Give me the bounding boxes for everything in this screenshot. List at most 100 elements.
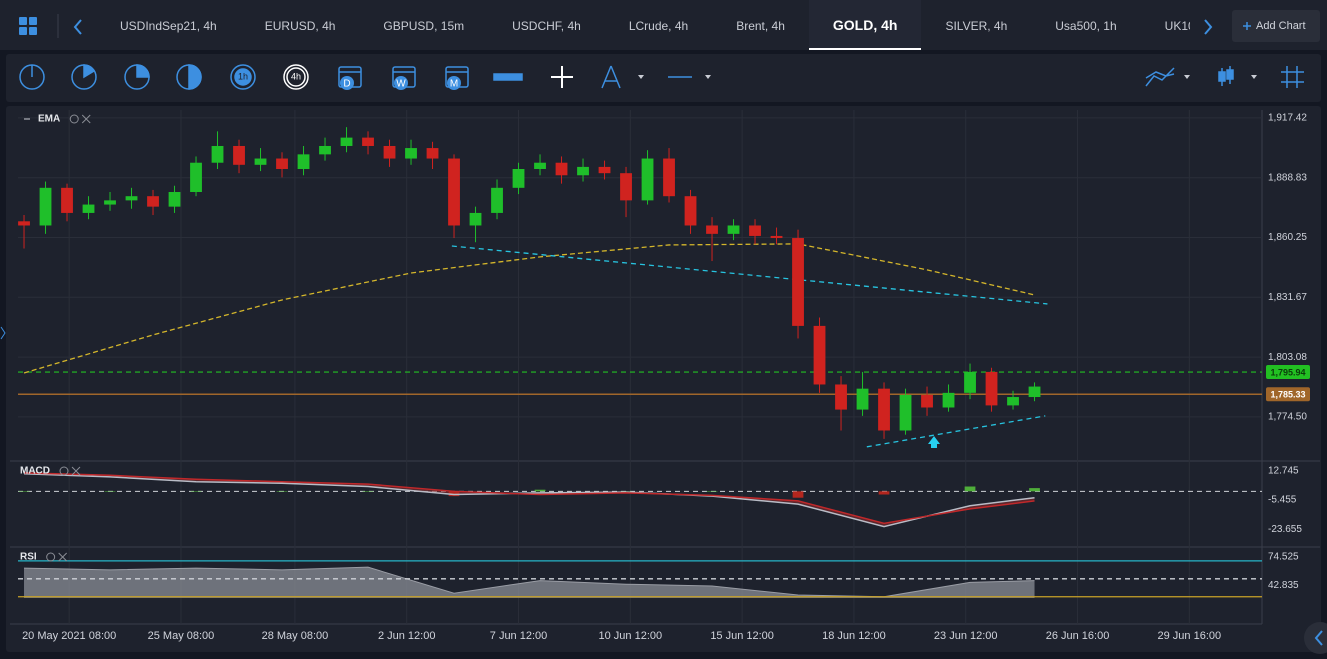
candle-style[interactable] [1218, 66, 1234, 86]
price-tag-label: 1,785.33 [1270, 390, 1305, 400]
chart-tab[interactable]: USDIndSep21, 4h [120, 19, 217, 33]
price-axis [1262, 110, 1321, 650]
candle-body [1007, 397, 1019, 406]
candle-body [18, 221, 30, 226]
chart-tab[interactable]: GOLD, 4h [808, 0, 922, 50]
chart-tab[interactable]: EURUSD, 4h [264, 19, 336, 33]
tf-1h[interactable] [230, 64, 256, 90]
caret[interactable] [1251, 75, 1257, 79]
candle-body [211, 145, 224, 163]
grid-menu-icon[interactable] [19, 17, 37, 35]
candle-body [899, 394, 912, 431]
candle-body [340, 137, 353, 146]
close-icon[interactable] [58, 552, 68, 562]
x-tick-label: 23 Jun 12:00 [934, 630, 998, 642]
histogram-bar [18, 491, 30, 492]
y-tick-label: -5.455 [1268, 495, 1297, 506]
settings-icon[interactable] [59, 466, 69, 476]
candle-body [598, 166, 611, 174]
tf-4h[interactable] [283, 64, 309, 90]
plus-icon [1243, 22, 1251, 30]
candle-body [620, 173, 632, 201]
scroll-right-box [1204, 19, 1213, 35]
y-tick-label: 12.745 [1268, 466, 1299, 477]
indicator-label: RSI [20, 552, 37, 563]
caret[interactable] [1184, 75, 1190, 79]
y-tick-label: 1,774.50 [1268, 412, 1307, 423]
collapse-icon [1314, 630, 1323, 646]
x-tick-label: 26 Jun 16:00 [1046, 630, 1110, 642]
add-chart-button[interactable]: Add Chart [1232, 10, 1320, 42]
histogram-bar [964, 486, 976, 492]
chart-tab[interactable]: SILVER, 4h [945, 19, 1008, 33]
grid-toggle[interactable] [1281, 66, 1304, 88]
y-tick-label: 1,888.83 [1268, 172, 1307, 183]
tf-5m[interactable] [71, 64, 97, 90]
candle-body [706, 225, 718, 234]
tf-30m[interactable] [176, 64, 202, 90]
candle-body [792, 238, 804, 326]
chart-tab[interactable]: Usa500, 1h [1055, 19, 1117, 33]
caret[interactable] [638, 75, 644, 79]
price-tag [1266, 387, 1310, 402]
trend-line [866, 415, 1046, 448]
y-tick-label: 1,917.42 [1268, 113, 1307, 124]
tf-label: 4h [291, 71, 301, 81]
y-tick-label: 1,803.08 [1268, 352, 1307, 363]
candle-body [835, 384, 847, 410]
candle-body [426, 148, 439, 159]
x-tick-label: 29 Jun 16:00 [1158, 630, 1222, 642]
chart-tab[interactable]: Brent, 4h [736, 19, 785, 33]
chart-type[interactable] [493, 73, 523, 81]
chart-tab[interactable]: GBPUSD, 15m [383, 19, 465, 33]
chart-tab[interactable]: USDCHF, 4h [512, 19, 581, 33]
candle-body [469, 212, 482, 226]
tf-15m[interactable] [124, 64, 150, 90]
candle-body [61, 187, 73, 213]
candle-body [684, 196, 697, 226]
candle-body [577, 166, 589, 176]
candle-body [641, 158, 654, 201]
crosshair[interactable] [551, 66, 573, 88]
candle-body [1028, 386, 1041, 398]
tab-list: USDIndSep21, 4h EURUSD, 4h GBPUSD, 15m USDC… [96, 0, 1190, 50]
cal-label: W [396, 79, 406, 90]
candle-body [942, 392, 955, 408]
close-icon[interactable] [71, 466, 81, 476]
tf-1m[interactable] [19, 64, 45, 90]
candle-body [727, 225, 740, 234]
histogram-bar [448, 491, 460, 497]
candle-body [168, 192, 181, 207]
settings-icon[interactable] [69, 114, 79, 124]
ema-line [23, 243, 1035, 374]
x-tick-label: 20 May 2021 08:00 [22, 630, 116, 642]
cal-badge [340, 76, 354, 90]
settings-icon[interactable] [46, 552, 56, 562]
side-handle[interactable] [0, 326, 6, 340]
toolbar-icons: 1h 4h D W M [19, 64, 1304, 90]
candle-body [534, 162, 546, 169]
histogram-bar [878, 491, 890, 495]
scroll-left[interactable] [73, 19, 82, 35]
candle-body [82, 204, 95, 213]
indicators[interactable] [1145, 67, 1175, 87]
caret[interactable] [705, 75, 711, 79]
scroll-right[interactable] [1204, 19, 1213, 35]
candle-body [663, 158, 675, 197]
x-tick-label: 28 May 08:00 [262, 630, 329, 642]
candle-body [319, 145, 331, 155]
indicator-label: MACD [20, 466, 50, 477]
close-icon[interactable] [81, 114, 91, 124]
price-tag [1266, 365, 1310, 380]
candle-body [383, 145, 396, 159]
x-tick-label: 2 Jun 12:00 [378, 630, 436, 642]
x-tick-label: 25 May 08:00 [148, 630, 215, 642]
histogram-bar [706, 491, 718, 492]
drawing-tools[interactable] [601, 65, 621, 89]
chart-tab[interactable]: LCrude, 4h [628, 19, 689, 33]
candle-body [276, 158, 288, 169]
chart-tab[interactable]: UK100, 1h [1164, 19, 1190, 33]
candle-body [147, 196, 159, 207]
